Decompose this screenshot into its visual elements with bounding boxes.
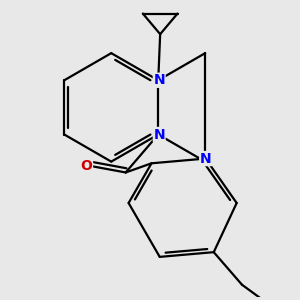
Text: O: O	[81, 159, 92, 173]
Text: N: N	[200, 152, 212, 166]
Text: N: N	[153, 73, 165, 87]
Text: N: N	[153, 128, 165, 142]
